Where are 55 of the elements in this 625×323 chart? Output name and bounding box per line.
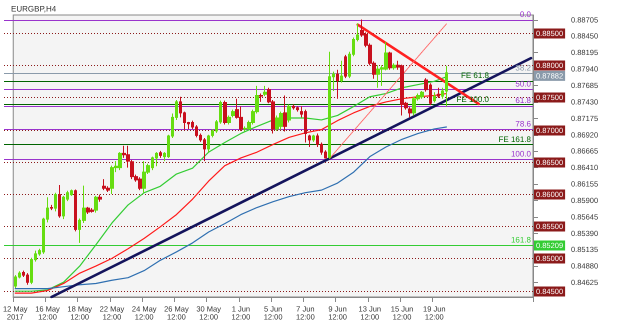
candlestick — [195, 124, 198, 138]
candlestick — [62, 195, 65, 220]
candlestick — [344, 54, 347, 79]
candlestick — [312, 134, 315, 142]
candlestick — [223, 100, 227, 125]
candlestick — [259, 93, 263, 102]
candlestick — [74, 188, 77, 232]
candlestick — [304, 109, 307, 143]
candlestick — [203, 137, 206, 162]
candlestick — [287, 104, 291, 124]
candlestick — [376, 64, 380, 88]
candlestick — [54, 192, 57, 212]
candlestick — [58, 184, 61, 218]
annotation: 100.0 — [510, 149, 532, 158]
candlestick — [328, 51, 331, 160]
candlestick — [279, 111, 283, 130]
candlestick — [308, 134, 311, 148]
candlestick — [102, 178, 106, 191]
candlestick — [445, 65, 448, 107]
candlestick — [263, 85, 267, 97]
annotation: 78.6 — [515, 120, 532, 129]
candlestick — [155, 152, 158, 167]
line-series — [14, 126, 447, 290]
candlestick — [392, 62, 396, 70]
candlestick — [26, 272, 29, 286]
annotation: FE 61.8 — [460, 71, 490, 80]
candlestick — [14, 274, 17, 288]
candlestick — [118, 152, 122, 171]
annotation: 61.8 — [515, 96, 532, 106]
candlestick — [292, 104, 295, 110]
candlestick — [138, 176, 142, 191]
annotation: 50.0 — [515, 80, 532, 89]
candlestick — [336, 69, 339, 100]
chart-title: EURGBP,H4 — [11, 4, 57, 14]
annotation: 38.2 — [515, 63, 532, 72]
candlestick — [433, 92, 436, 104]
candlestick — [275, 114, 279, 132]
candlestick — [296, 106, 299, 112]
candlestick — [388, 51, 392, 70]
candlestick — [412, 96, 416, 116]
candlestick — [142, 160, 146, 194]
candlestick — [98, 194, 102, 202]
candlestick — [90, 208, 94, 214]
annotation: FE 161.8 — [498, 134, 532, 144]
candlestick — [110, 165, 114, 194]
candlestick — [340, 60, 343, 84]
annotation: 161.8 — [510, 235, 532, 244]
candlestick — [50, 204, 53, 211]
candlestick — [437, 87, 440, 99]
candlestick — [86, 206, 90, 214]
candlestick — [420, 90, 424, 100]
candlestick — [400, 64, 404, 116]
candlestick — [94, 195, 98, 214]
candlestick — [283, 94, 287, 132]
candlestick — [159, 150, 162, 158]
